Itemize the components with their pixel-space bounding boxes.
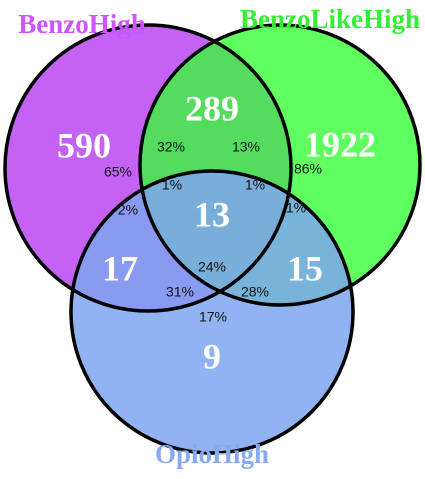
outline <box>69 169 355 455</box>
outline <box>3 23 293 313</box>
region-count: 15 <box>287 248 323 288</box>
percentage: 28% <box>241 284 269 300</box>
region-count: 17 <box>102 248 138 288</box>
region-count: 1922 <box>304 124 376 164</box>
set-label: BenzoHigh <box>18 9 146 39</box>
percentage: 2% <box>118 202 138 218</box>
circle-outlines <box>3 23 422 455</box>
percentage: 32% <box>157 139 185 155</box>
percentage: 1% <box>286 200 306 216</box>
percentage: 24% <box>198 259 226 275</box>
percentage: 1% <box>162 177 182 193</box>
percentage: 13% <box>232 139 260 155</box>
percentage: 86% <box>294 161 322 177</box>
set-label: OpioHigh <box>155 439 269 469</box>
percentage: 17% <box>199 309 227 325</box>
percentage: 65% <box>104 164 132 180</box>
set-label: BenzoLikeHigh <box>240 4 420 34</box>
region-count: 13 <box>194 194 230 234</box>
opio-high-circle <box>71 171 353 453</box>
outline <box>138 23 422 307</box>
region-count: 289 <box>185 88 239 128</box>
percentage: 1% <box>245 177 265 193</box>
percentage: 31% <box>166 284 194 300</box>
region-count: 9 <box>203 336 221 376</box>
region-count: 590 <box>57 125 111 165</box>
